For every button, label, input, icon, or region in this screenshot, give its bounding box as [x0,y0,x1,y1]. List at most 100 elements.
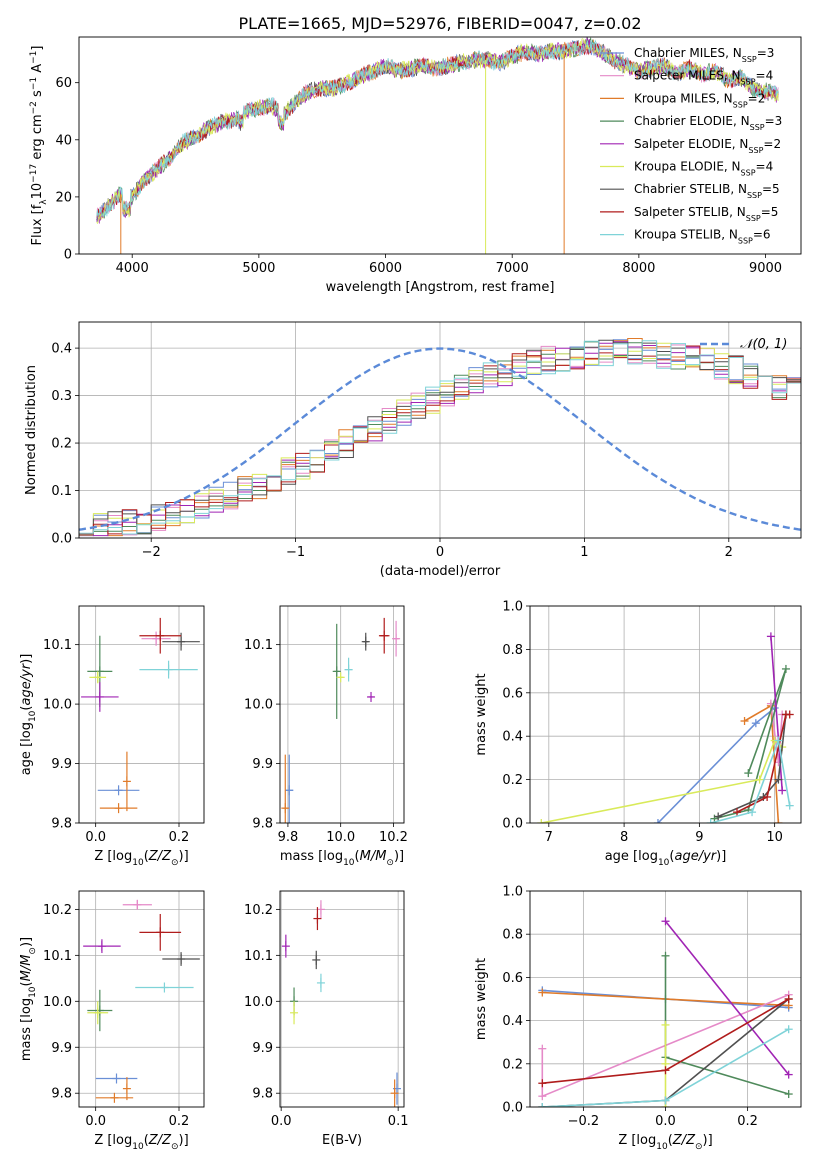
y-tick-label: 0.2 [51,437,72,452]
errorbar-point [344,657,353,682]
legend-entry: 𝒩(0, 1) [740,337,787,352]
y-tick-label: 0.2 [502,1057,523,1072]
y-tick-label: 0.0 [51,532,72,547]
y-tick-label: 0.8 [502,643,523,658]
series-point [784,1070,793,1079]
panel-residuals: −2 −1 0 1 2 0.0 0.1 0.2 0.3 0.4 (data-model)/error… [24,321,802,579]
plot-area-age-vs-mass [281,617,401,823]
axes-frame [78,890,205,1108]
x-axis-label: (data-model)/error [380,564,501,579]
panel-age-vs-Z: 0.0 0.2 9.8 9.9 10.0 10.1 Z [log10(Z/Z⊙)] age [… [19,605,205,868]
panel-age-vs-mass: 9.8 10.0 10.2 9.8 9.9 10.0 10.1 mass [log10(M/M… [244,605,408,868]
series-point [744,769,753,778]
x-tick-label: 9 [695,830,703,845]
y-tick-label: 10.0 [244,995,273,1010]
panel-spectrum: 4000 5000 6000 7000 8000 9000 0 20 40 60 wavelengt… [29,36,802,295]
x-tick-label: 0.0 [85,1114,106,1129]
x-tick-label: 7 [545,830,553,845]
y-tick-label: 0.4 [502,1014,523,1029]
x-axis-label: mass [log10(M/M⊙)] [280,849,404,868]
y-tick-label: 1.0 [502,885,523,900]
errorbar-point [122,1077,131,1101]
y-tick-label: 0.8 [502,928,523,943]
plot-area-massweight-vs-Z [538,917,793,1107]
x-tick-label: 1 [580,545,588,560]
x-tick-label: 9.8 [278,830,299,845]
y-tick-label: 9.8 [252,817,273,832]
x-axis-label: wavelength [Angstrom, rest frame] [326,280,555,295]
y-tick-label: 9.9 [252,1041,273,1056]
plot-area-massweight-vs-age [537,632,794,823]
x-tick-label: 0.0 [271,1114,292,1129]
series-line [717,714,787,818]
legend-entry: Chabrier ELODIE, NSSP=3 [634,114,782,132]
x-tick-label: 0.2 [737,1114,758,1129]
series-line [664,920,790,1076]
x-tick-label: 0 [436,545,444,560]
series-point [785,710,794,719]
x-axis-label: age [log10(age/yr)] [605,849,727,868]
axes-frame [529,890,802,1108]
y-axis-label: Flux [fλ10−17 erg cm−2 s−1 A−1] [29,46,49,246]
y-tick-label: 0 [64,248,72,263]
errorbar-point [336,672,345,683]
errorbar-point [290,1001,299,1025]
x-tick-label: 5000 [242,261,275,276]
y-tick-label: 60 [55,76,72,91]
legend-entry: Kroupa ELODIE, NSSP=4 [634,160,773,178]
y-tick-label: 0.4 [51,342,72,357]
y-tick-label: 9.8 [51,817,72,832]
errorbar-point [281,754,290,823]
y-tick-label: 10.1 [244,638,273,653]
legend-entry: Kroupa STELIB, NSSP=6 [634,228,771,246]
y-tick-label: 10.0 [43,995,72,1010]
series-line [714,668,787,820]
series-point [785,801,794,810]
x-tick-label: 8 [620,830,628,845]
errorbar-point [281,934,290,958]
y-axis-label: age [log10(age/yr)] [19,654,38,776]
spectrum-line [96,39,779,218]
errorbar-point [316,900,325,919]
errorbar-point [367,691,376,702]
axes-frame [78,36,802,255]
errorbar-point [361,632,370,651]
series-point [661,1096,670,1105]
legend-entry: Kroupa MILES, NSSP=2 [634,91,765,109]
series-point [653,819,662,823]
series-point [661,917,670,926]
x-axis-label: E(B-V) [322,1133,362,1148]
series-point [781,664,790,673]
errorbar-point [122,751,131,812]
series-point [538,1079,547,1088]
x-tick-label: 2 [725,545,733,560]
errorbar-point [87,1001,109,1025]
series-point [748,808,757,817]
axes-frame [279,890,405,1108]
plot-area-mass-vs-EBV [281,900,401,1107]
series-point [774,819,783,823]
series-point [784,1090,793,1099]
errorbar-point [89,671,107,684]
errorbar-point [139,660,198,679]
series-point [538,1103,547,1107]
series-point [537,819,546,823]
axes-frame [78,321,802,539]
x-tick-label: 0.0 [655,1114,676,1129]
errorbar-point [95,1073,138,1084]
x-tick-label: 0.0 [85,830,106,845]
y-tick-label: 40 [55,133,72,148]
x-tick-label: 0.1 [388,1114,409,1129]
normal-curve [79,347,801,531]
panel-mass-vs-EBV: 0.0 0.1 9.8 9.9 10.0 10.1 10.2 E(B-V) [244,890,409,1148]
series-point [784,995,793,1003]
legend-entry: Salpeter MILES, NSSP=4 [634,69,773,87]
y-tick-label: 10.1 [43,638,72,653]
errorbar-point [87,989,113,1032]
y-axis-label: Normed distribution [24,365,39,495]
grid-mass-vs-Z [79,891,204,1107]
x-tick-label: 6000 [369,261,402,276]
x-axis-label: Z [log10(Z/Z⊙)] [94,849,188,868]
y-tick-label: 9.8 [51,1087,72,1102]
